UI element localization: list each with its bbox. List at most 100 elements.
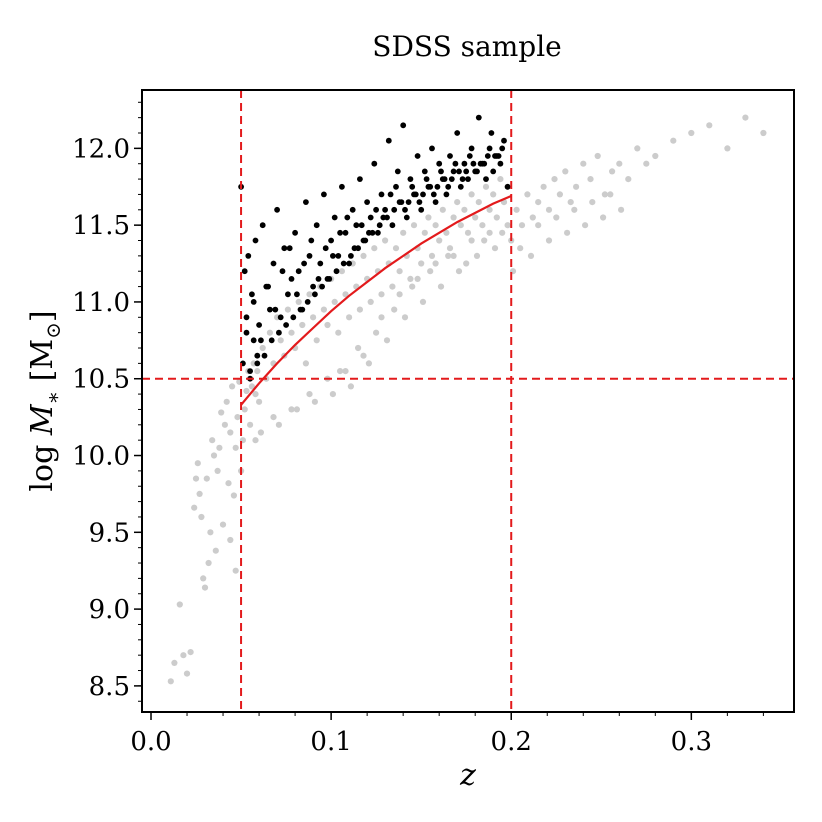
black-point	[400, 122, 407, 129]
black-point	[290, 314, 297, 321]
black-point	[459, 176, 466, 183]
black-point	[488, 130, 495, 136]
grey-point	[455, 268, 463, 275]
black-point	[457, 183, 464, 190]
black-point	[398, 199, 405, 206]
grey-point	[535, 199, 542, 206]
grey-point	[346, 314, 353, 321]
grey-point	[203, 475, 210, 482]
black-point	[344, 214, 351, 221]
grey-point	[277, 337, 284, 344]
x-tick-label: 0.1	[310, 727, 351, 757]
grey-point	[194, 460, 201, 467]
black-point	[340, 260, 347, 267]
grey-point	[210, 452, 218, 459]
black-point	[357, 176, 363, 183]
black-point	[250, 299, 257, 305]
grey-point	[347, 383, 354, 390]
grey-point	[221, 421, 228, 428]
grey-point	[618, 206, 625, 213]
grey-point	[232, 567, 239, 574]
black-point	[312, 291, 318, 298]
grey-point	[486, 229, 493, 236]
grey-point	[461, 206, 468, 213]
black-point	[438, 168, 444, 175]
black-point	[313, 222, 320, 229]
black-point	[339, 183, 345, 190]
black-point	[243, 314, 250, 321]
black-point	[420, 191, 426, 198]
black-point	[342, 229, 349, 236]
grey-point	[545, 206, 553, 213]
grey-point	[479, 222, 486, 229]
black-point	[465, 176, 471, 183]
black-point	[349, 206, 356, 213]
grey-point	[490, 191, 497, 198]
grey-point	[499, 229, 506, 236]
black-point	[421, 168, 428, 175]
grey-point	[360, 252, 367, 259]
grey-point	[616, 160, 623, 167]
grey-point	[518, 222, 526, 229]
black-point	[258, 337, 264, 344]
black-point	[371, 160, 378, 167]
black-point	[447, 153, 453, 159]
grey-point	[535, 222, 542, 229]
grey-point	[540, 183, 547, 190]
black-point	[432, 199, 439, 206]
grey-point	[454, 199, 461, 206]
grey-point	[409, 283, 416, 290]
black-point	[328, 237, 334, 244]
black-point	[402, 206, 408, 213]
grey-point	[207, 529, 214, 536]
grey-point	[475, 199, 482, 206]
grey-point	[331, 298, 338, 305]
grey-point	[254, 368, 261, 375]
grey-point	[288, 406, 295, 413]
grey-point	[724, 145, 731, 152]
grey-point	[589, 199, 596, 206]
grey-point	[562, 168, 569, 175]
black-point	[267, 306, 273, 313]
black-point	[367, 214, 374, 221]
grey-point	[257, 429, 264, 436]
grey-point	[517, 245, 524, 252]
grey-point	[192, 475, 200, 482]
black-point	[301, 260, 307, 267]
black-point	[430, 191, 437, 198]
grey-point	[230, 492, 237, 499]
grey-point	[227, 536, 234, 544]
black-point	[348, 253, 354, 259]
grey-point	[371, 245, 378, 252]
black-point	[254, 360, 261, 367]
black-point	[265, 283, 271, 290]
grey-point	[227, 429, 234, 436]
grey-point	[324, 321, 331, 329]
black-point	[317, 260, 324, 267]
black-point	[483, 176, 489, 183]
grey-point	[421, 229, 428, 236]
black-point	[403, 214, 410, 221]
y-tick-label: 11.0	[72, 288, 130, 318]
grey-point	[418, 260, 425, 267]
grey-point	[176, 601, 183, 608]
grey-point	[450, 252, 457, 259]
black-point	[405, 199, 412, 206]
grey-point	[201, 584, 209, 591]
black-point	[384, 214, 390, 221]
x-tick-label: 0.2	[491, 727, 532, 757]
grey-point	[428, 252, 436, 259]
black-point	[254, 352, 261, 359]
black-point	[241, 268, 248, 275]
black-point	[358, 222, 365, 229]
black-point	[250, 337, 257, 344]
grey-point	[342, 368, 349, 375]
black-point	[279, 268, 286, 275]
full-sample-points	[167, 114, 767, 685]
black-point	[281, 245, 288, 252]
black-point	[378, 191, 385, 198]
grey-point	[742, 114, 749, 121]
grey-point	[310, 314, 317, 321]
grey-point	[284, 306, 291, 313]
